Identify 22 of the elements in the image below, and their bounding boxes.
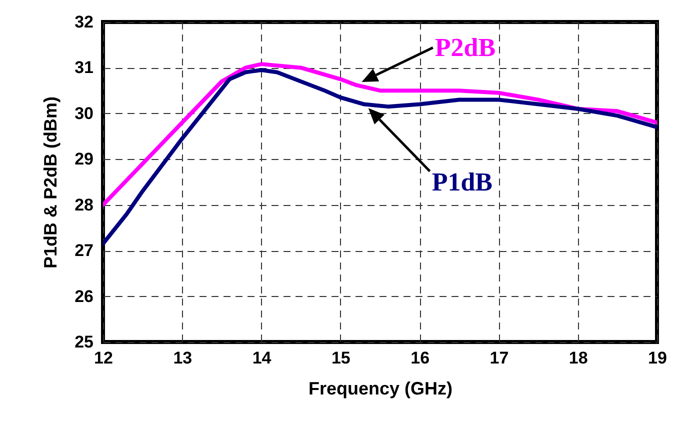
x-tick-label: 16 [410, 348, 430, 368]
x-tick-label: 14 [252, 348, 272, 368]
x-tick-label: 19 [648, 348, 667, 368]
x-tick-label: 18 [568, 348, 588, 368]
y-axis-title: P1dB & P2dB (dBm) [40, 96, 61, 269]
y-tick-label: 31 [74, 58, 94, 78]
y-tick-label: 26 [74, 286, 94, 306]
y-tick-label: 25 [74, 332, 94, 352]
text: P1dB [432, 167, 493, 196]
y-tick-label: 30 [74, 104, 94, 123]
x-tick-label: 15 [331, 348, 350, 368]
y-tick-label: 27 [74, 241, 94, 260]
x-axis-title: Frequency (GHz) [308, 378, 453, 398]
y-tick-label: 32 [74, 12, 94, 32]
line-series [103, 68, 657, 246]
x-tick-label: 17 [490, 348, 509, 368]
series-label: P2dB [434, 33, 496, 62]
x-tick-label: 12 [94, 348, 113, 368]
y-tick-label: 28 [74, 195, 94, 214]
line-series [103, 62, 657, 207]
x-tick-label: 13 [173, 348, 192, 368]
y-tick-label: 29 [74, 150, 94, 169]
